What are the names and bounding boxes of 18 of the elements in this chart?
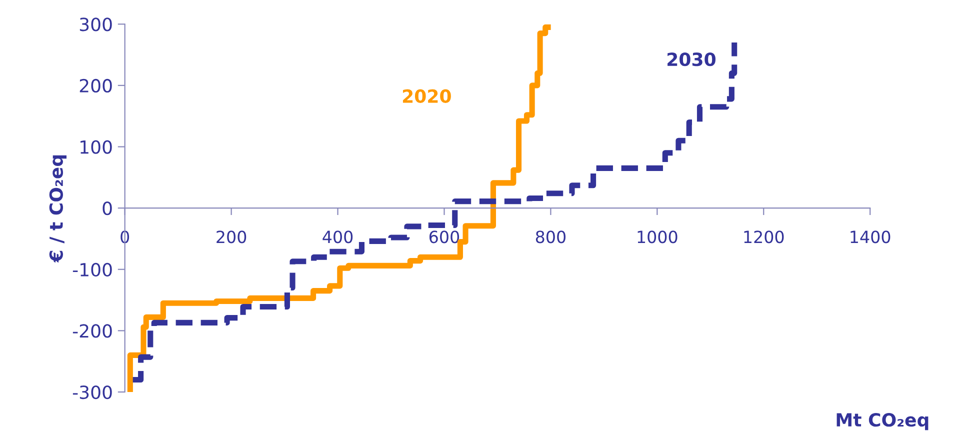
x-tick-label: 1200: [744, 230, 784, 244]
y-tick-label: -200: [72, 324, 112, 338]
y-tick-label: -100: [72, 262, 112, 276]
x-tick-label: 400: [322, 230, 353, 244]
series-label: 2030: [668, 52, 716, 66]
text: 2020: [402, 89, 451, 103]
x-tick-label: 1000: [638, 230, 678, 244]
x-tick-label: 1400: [850, 230, 890, 244]
y-axis-title: € / t CO₂eq: [49, 155, 67, 263]
y-tick-label: 100: [80, 140, 112, 154]
y-tick-label: 200: [80, 78, 112, 93]
y-tick-label: -300: [72, 385, 112, 400]
x-axis-title: Mt CO₂eq: [836, 413, 928, 430]
x-tick-label: 800: [536, 230, 566, 244]
y-tick-label: 0: [102, 202, 112, 216]
x-tick-label: 200: [216, 230, 246, 244]
x-tick-label: 600: [429, 230, 460, 244]
y-tick-label: 300: [80, 18, 112, 32]
